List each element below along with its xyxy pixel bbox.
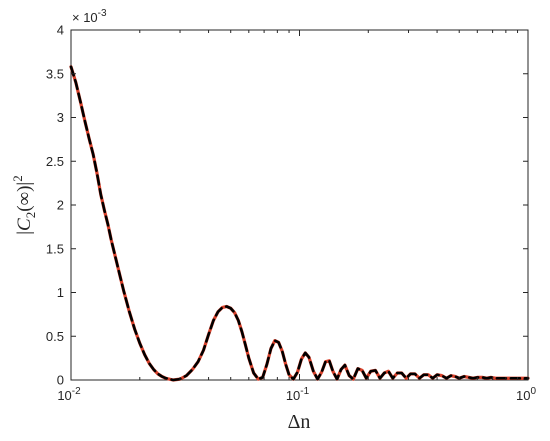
y-tick-label: 3 <box>57 110 64 125</box>
y-axis-label: |C2(∞)|2 <box>10 175 38 235</box>
y-multiplier-exponent: -3 <box>98 8 107 19</box>
series-line-2 <box>69 65 530 382</box>
y-tick-label: 0.5 <box>46 329 64 344</box>
y-multiplier-label: × 10-3 <box>72 8 107 25</box>
y-tick-label: 1 <box>57 285 64 300</box>
x-tick-label: 10-1 <box>286 386 310 403</box>
x-tick-label: 100 <box>516 386 536 403</box>
y-axis-label-text: |C2(∞)|2 <box>10 175 38 235</box>
y-tick-label: 2.5 <box>46 154 64 169</box>
tick-layer: 0 0.5 1 1.5 2 2.5 3 3.5 4 10-2 10-1 100 <box>46 23 537 404</box>
x-axis-label: Δn <box>288 411 311 433</box>
y-tick-label: 0 <box>57 373 64 388</box>
y-tick-label: 2 <box>57 198 64 213</box>
x-tick-label: 10-2 <box>57 386 81 403</box>
series-layer <box>69 65 530 382</box>
plot-area: 0 0.5 1 1.5 2 2.5 3 3.5 4 10-2 10-1 100 <box>46 23 537 404</box>
y-tick-label: 3.5 <box>46 66 64 81</box>
y-tick-label: 4 <box>57 23 64 38</box>
y-tick-label: 1.5 <box>46 241 64 256</box>
axes-box <box>70 29 529 381</box>
x-axis-label-text: Δn <box>288 411 311 433</box>
